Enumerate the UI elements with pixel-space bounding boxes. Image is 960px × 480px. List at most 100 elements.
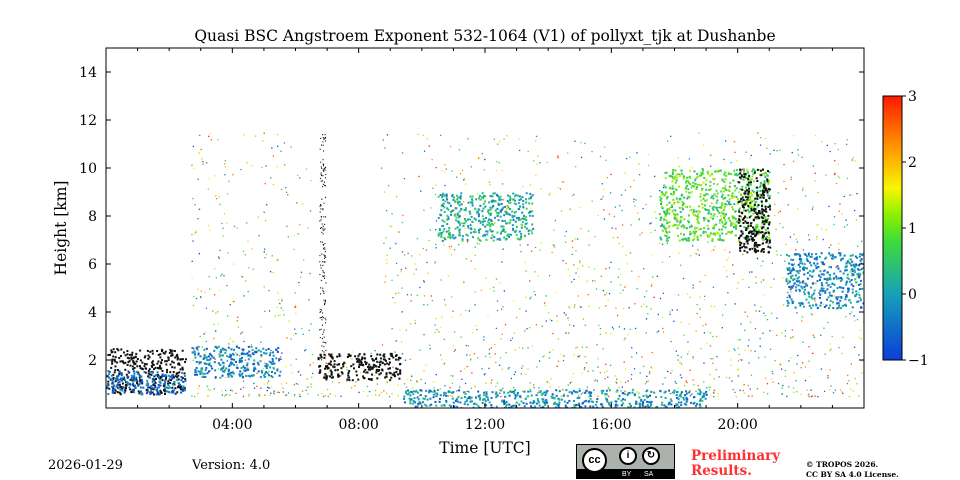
- noise-point: [708, 389, 711, 391]
- noise-point: [757, 258, 759, 261]
- noise-point: [775, 250, 778, 252]
- layer-point: [531, 223, 534, 226]
- layer-point: [823, 263, 826, 266]
- layer-point: [264, 364, 267, 367]
- noise-point: [454, 202, 456, 205]
- noise-point: [466, 390, 468, 393]
- layer-point: [203, 354, 206, 357]
- layer-point: [487, 209, 490, 212]
- noise-point: [225, 394, 227, 396]
- layer-point: [118, 357, 121, 360]
- noise-point: [543, 355, 545, 357]
- layer-point: [161, 374, 164, 377]
- layer-point: [840, 258, 843, 261]
- layer-point: [529, 390, 532, 393]
- layer-point: [505, 400, 508, 403]
- noise-point: [730, 203, 732, 205]
- layer-point: [481, 215, 484, 218]
- layer-point: [156, 349, 159, 352]
- layer-point: [257, 363, 260, 366]
- noise-point: [226, 193, 229, 195]
- noise-point: [661, 316, 663, 318]
- layer-point: [178, 382, 181, 385]
- layer-point: [759, 181, 762, 184]
- layer-point: [473, 228, 476, 231]
- layer-point: [815, 258, 818, 261]
- layer-point: [525, 402, 528, 405]
- noise-point: [272, 155, 275, 157]
- layer-point: [452, 196, 455, 199]
- layer-point: [225, 349, 228, 352]
- noise-point: [193, 167, 195, 170]
- noise-point: [452, 310, 454, 312]
- layer-point: [198, 362, 201, 365]
- layer-point: [247, 368, 250, 371]
- layer-point: [802, 266, 805, 269]
- layer-point: [448, 233, 451, 236]
- noise-point: [739, 358, 741, 361]
- layer-point: [140, 375, 143, 378]
- layer-point: [513, 390, 516, 393]
- layer-point: [746, 176, 749, 179]
- noise-point: [655, 217, 657, 219]
- layer-point: [792, 285, 795, 288]
- noise-point: [477, 356, 479, 359]
- noise-point: [627, 333, 629, 336]
- noise-point: [677, 354, 679, 357]
- layer-point: [696, 176, 699, 179]
- layer-point: [767, 179, 770, 182]
- noise-point: [820, 368, 823, 370]
- noise-point: [426, 138, 429, 140]
- layer-point: [171, 354, 174, 357]
- noise-point: [759, 184, 762, 187]
- layer-point: [450, 213, 453, 216]
- noise-point: [197, 392, 199, 395]
- noise-point: [428, 239, 430, 242]
- layer-point: [683, 402, 686, 405]
- noise-point: [677, 387, 680, 389]
- layer-point: [685, 239, 688, 242]
- layer-point: [831, 257, 834, 260]
- layer-point: [788, 294, 791, 297]
- layer-point: [106, 387, 109, 390]
- layer-point: [720, 228, 723, 231]
- noise-point: [475, 325, 478, 327]
- layer-point: [477, 215, 480, 218]
- layer-point: [268, 360, 271, 363]
- cloud-point: [325, 185, 327, 187]
- layer-point: [728, 185, 731, 188]
- noise-point: [689, 389, 691, 391]
- noise-point: [604, 378, 606, 380]
- layer-point: [425, 404, 428, 407]
- noise-point: [838, 177, 841, 179]
- noise-point: [536, 366, 538, 368]
- layer-point: [453, 405, 456, 408]
- layer-point: [652, 391, 655, 394]
- layer-point: [117, 374, 120, 377]
- layer-point: [697, 210, 700, 213]
- layer-point: [479, 221, 482, 224]
- noise-point: [692, 379, 694, 381]
- noise-point: [657, 330, 660, 332]
- noise-point: [264, 257, 266, 259]
- layer-point: [534, 405, 537, 408]
- layer-point: [735, 187, 738, 190]
- layer-point: [457, 220, 460, 223]
- noise-point: [567, 384, 569, 386]
- noise-point: [856, 192, 858, 195]
- layer-point: [589, 394, 592, 397]
- layer-point: [456, 405, 459, 408]
- layer-point: [856, 300, 859, 303]
- layer-point: [683, 237, 686, 240]
- noise-point: [293, 334, 295, 336]
- noise-point: [740, 323, 742, 325]
- noise-point: [420, 378, 422, 381]
- noise-point: [384, 147, 386, 149]
- layer-point: [117, 381, 120, 384]
- layer-point: [680, 404, 683, 407]
- layer-point: [507, 201, 510, 204]
- layer-point: [152, 383, 155, 386]
- layer-point: [340, 371, 343, 374]
- layer-point: [222, 348, 225, 351]
- layer-point: [377, 369, 380, 372]
